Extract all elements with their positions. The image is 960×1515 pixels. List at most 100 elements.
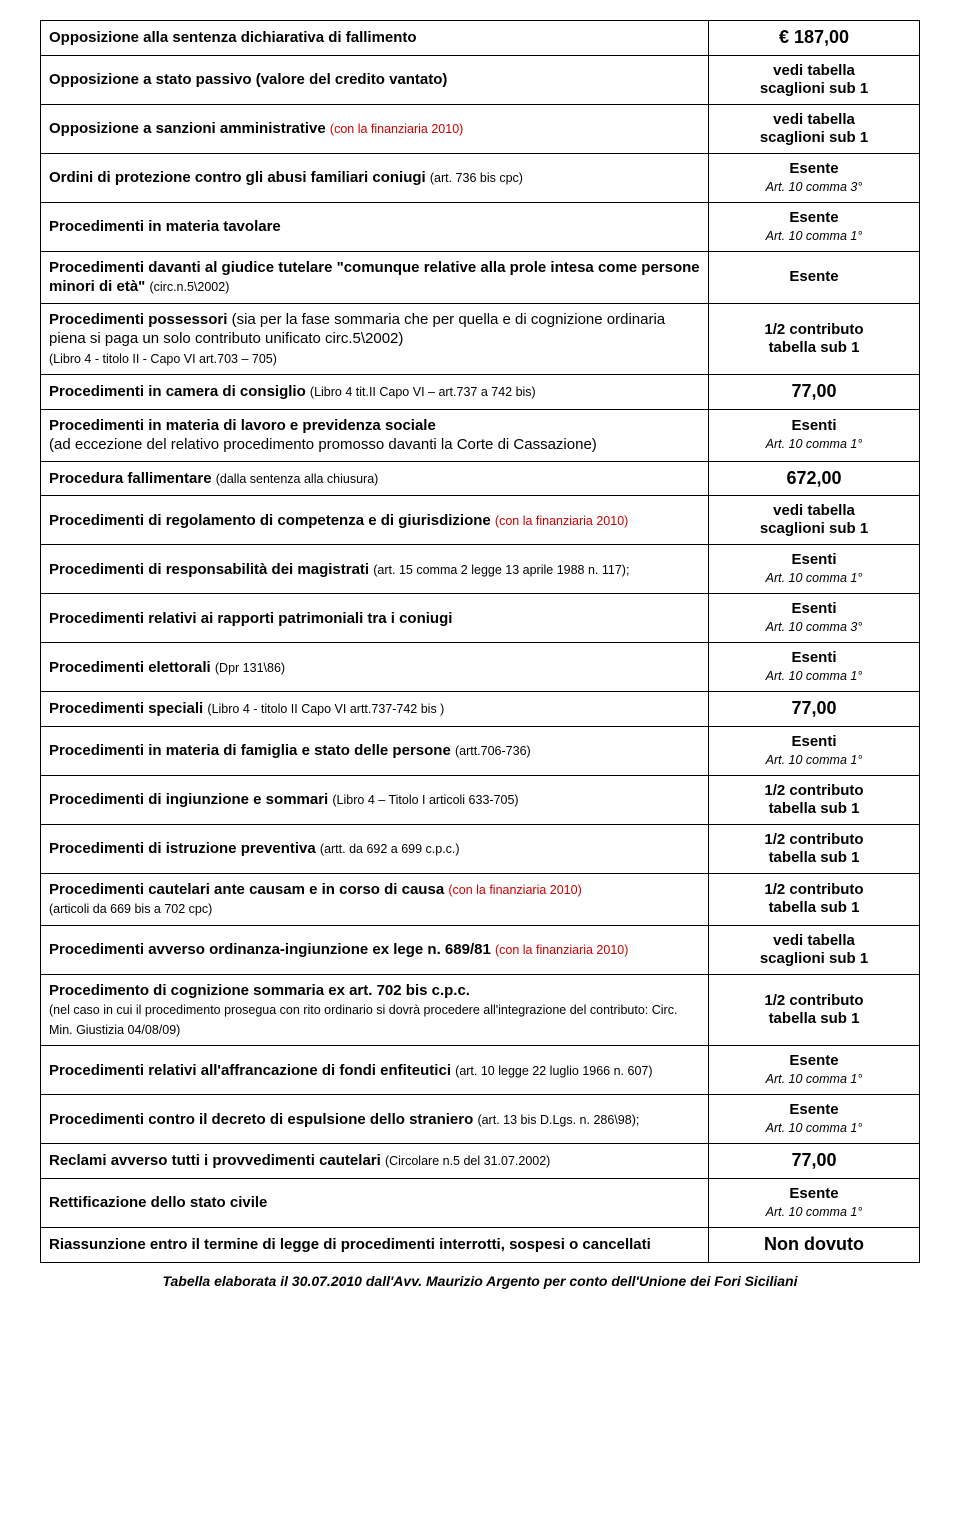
text-segment: (Libro 4 - titolo II - Capo VI art.703 –… [49, 352, 277, 366]
description-cell: Procedimenti speciali (Libro 4 - titolo … [41, 692, 709, 727]
text-segment: Procedimenti di istruzione preventiva [49, 840, 320, 857]
table-row: Procedimenti di regolamento di competenz… [41, 496, 920, 545]
value-segment: scaglioni sub 1 [760, 950, 868, 967]
value-cell: 1/2 contributotabella sub 1 [709, 873, 920, 925]
text-segment: (artt. da 692 a 699 c.p.c.) [320, 842, 460, 856]
text-segment: (art. 15 comma 2 legge 13 aprile 1988 n.… [373, 563, 629, 577]
description-cell: Procedimenti di istruzione preventiva (a… [41, 824, 709, 873]
value-segment: Esente [789, 1052, 838, 1069]
value-segment: vedi tabella [773, 62, 855, 79]
value-segment: € 187,00 [779, 27, 849, 47]
value-segment: Art. 10 comma 1° [766, 229, 863, 243]
text-segment: Procedimento di cognizione sommaria ex a… [49, 982, 470, 999]
table-row: Procedimenti di responsabilità dei magis… [41, 545, 920, 594]
table-row: Procedimenti in materia di famiglia e st… [41, 726, 920, 775]
table-row: Procedimenti davanti al giudice tutelare… [41, 251, 920, 303]
value-segment: scaglioni sub 1 [760, 129, 868, 146]
table-row: Procedimenti cautelari ante causam e in … [41, 873, 920, 925]
value-segment: Non dovuto [764, 1234, 864, 1254]
description-cell: Riassunzione entro il termine di legge d… [41, 1227, 709, 1262]
description-cell: Procedimenti in materia tavolare [41, 202, 709, 251]
text-segment: (art. 736 bis cpc) [430, 171, 523, 185]
table-row: Procedimenti in camera di consiglio (Lib… [41, 375, 920, 410]
value-segment: Art. 10 comma 3° [766, 180, 863, 194]
text-segment: Riassunzione entro il termine di legge d… [49, 1236, 651, 1253]
table-row: Procedimenti elettorali (Dpr 131\86)Esen… [41, 643, 920, 692]
table-row: Procedimenti di ingiunzione e sommari (L… [41, 775, 920, 824]
table-body: Opposizione alla sentenza dichiarativa d… [41, 21, 920, 1263]
value-segment: 1/2 contributo [764, 881, 863, 898]
table-row: Procedimenti avverso ordinanza-ingiunzio… [41, 925, 920, 974]
footer-text: Tabella elaborata il 30.07.2010 dall'Avv… [40, 1273, 920, 1289]
description-cell: Procedimenti davanti al giudice tutelare… [41, 251, 709, 303]
value-cell: 77,00 [709, 1144, 920, 1179]
value-cell: vedi tabellascaglioni sub 1 [709, 104, 920, 153]
table-row: Procedimento di cognizione sommaria ex a… [41, 974, 920, 1046]
text-segment: Procedimenti elettorali [49, 659, 215, 676]
text-segment: Procedimenti davanti al giudice tutelare… [49, 259, 700, 296]
value-cell: 1/2 contributotabella sub 1 [709, 974, 920, 1046]
text-segment: (art. 10 legge 22 luglio 1966 n. 607) [455, 1064, 652, 1078]
description-cell: Procedimenti avverso ordinanza-ingiunzio… [41, 925, 709, 974]
text-segment: (artt.706-736) [455, 744, 531, 758]
description-cell: Procedimenti contro il decreto di espuls… [41, 1095, 709, 1144]
value-segment: tabella sub 1 [769, 339, 860, 356]
value-cell: vedi tabellascaglioni sub 1 [709, 496, 920, 545]
value-segment: scaglioni sub 1 [760, 80, 868, 97]
value-segment: vedi tabella [773, 502, 855, 519]
value-cell: Non dovuto [709, 1227, 920, 1262]
value-segment: Esenti [791, 417, 836, 434]
text-segment: Procedimenti relativi ai rapporti patrim… [49, 610, 452, 627]
value-cell: Esente [709, 251, 920, 303]
table-row: Ordini di protezione contro gli abusi fa… [41, 153, 920, 202]
table-row: Procedimenti di istruzione preventiva (a… [41, 824, 920, 873]
description-cell: Procedimenti relativi all'affrancazione … [41, 1046, 709, 1095]
text-segment: Procedimenti avverso ordinanza-ingiunzio… [49, 941, 495, 958]
table-row: Opposizione a sanzioni amministrative (c… [41, 104, 920, 153]
description-cell: Procedimenti di regolamento di competenz… [41, 496, 709, 545]
text-segment: (con la finanziaria 2010) [448, 883, 581, 897]
value-cell: EsentiArt. 10 comma 3° [709, 594, 920, 643]
value-cell: 1/2 contributotabella sub 1 [709, 824, 920, 873]
table-row: Procedimenti relativi ai rapporti patrim… [41, 594, 920, 643]
text-segment: (dalla sentenza alla chiusura) [216, 472, 379, 486]
value-segment: tabella sub 1 [769, 899, 860, 916]
value-segment: Esente [789, 1101, 838, 1118]
document-page: Opposizione alla sentenza dichiarativa d… [0, 0, 960, 1319]
description-cell: Procedimenti elettorali (Dpr 131\86) [41, 643, 709, 692]
value-segment: Art. 10 comma 3° [766, 620, 863, 634]
text-segment: Procedimenti in materia di lavoro e prev… [49, 417, 436, 434]
value-segment: vedi tabella [773, 932, 855, 949]
value-cell: Esente Art. 10 comma 1° [709, 1178, 920, 1227]
description-cell: Opposizione a stato passivo (valore del … [41, 55, 709, 104]
value-segment: vedi tabella [773, 111, 855, 128]
table-row: Procedura fallimentare (dalla sentenza a… [41, 461, 920, 496]
text-segment: (art. 13 bis D.Lgs. n. 286\98); [477, 1113, 639, 1127]
value-segment: Art. 10 comma 1° [766, 669, 863, 683]
text-segment: Opposizione alla sentenza dichiarativa d… [49, 29, 417, 46]
text-segment: (ad eccezione del relativo procedimento … [49, 436, 597, 453]
value-segment: Art. 10 comma 1° [766, 753, 863, 767]
text-segment: Opposizione a stato passivo (valore del … [49, 71, 447, 88]
value-segment: tabella sub 1 [769, 800, 860, 817]
value-segment: tabella sub 1 [769, 1010, 860, 1027]
text-segment: Procedimenti speciali [49, 700, 207, 717]
value-segment: scaglioni sub 1 [760, 520, 868, 537]
text-segment: Procedimenti contro il decreto di espuls… [49, 1111, 477, 1128]
description-cell: Reclami avverso tutti i provvedimenti ca… [41, 1144, 709, 1179]
value-cell: 1/2 contributotabella sub 1 [709, 303, 920, 375]
value-segment: 77,00 [791, 381, 836, 401]
text-segment: Procedimenti cautelari ante causam e in … [49, 881, 448, 898]
text-segment: (Libro 4 - titolo II Capo VI artt.737-74… [207, 702, 444, 716]
value-segment: 1/2 contributo [764, 831, 863, 848]
description-cell: Procedimenti possessori (sia per la fase… [41, 303, 709, 375]
description-cell: Procedimenti in camera di consiglio (Lib… [41, 375, 709, 410]
table-row: Procedimenti in materia di lavoro e prev… [41, 409, 920, 461]
value-segment: Art. 10 comma 1° [766, 1205, 863, 1219]
value-cell: Esenti Art. 10 comma 1° [709, 643, 920, 692]
value-segment: Esenti [791, 649, 836, 666]
value-segment: Esente [789, 1185, 838, 1202]
value-segment: 1/2 contributo [764, 782, 863, 799]
value-segment: 77,00 [791, 698, 836, 718]
value-cell: EsentiArt. 10 comma 1° [709, 726, 920, 775]
